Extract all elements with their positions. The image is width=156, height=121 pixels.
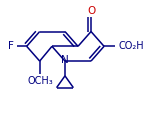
Text: CO₂H: CO₂H (119, 41, 144, 51)
Text: N: N (61, 55, 69, 65)
Text: OCH₃: OCH₃ (28, 76, 53, 86)
Text: O: O (87, 6, 95, 16)
Text: F: F (8, 41, 14, 51)
